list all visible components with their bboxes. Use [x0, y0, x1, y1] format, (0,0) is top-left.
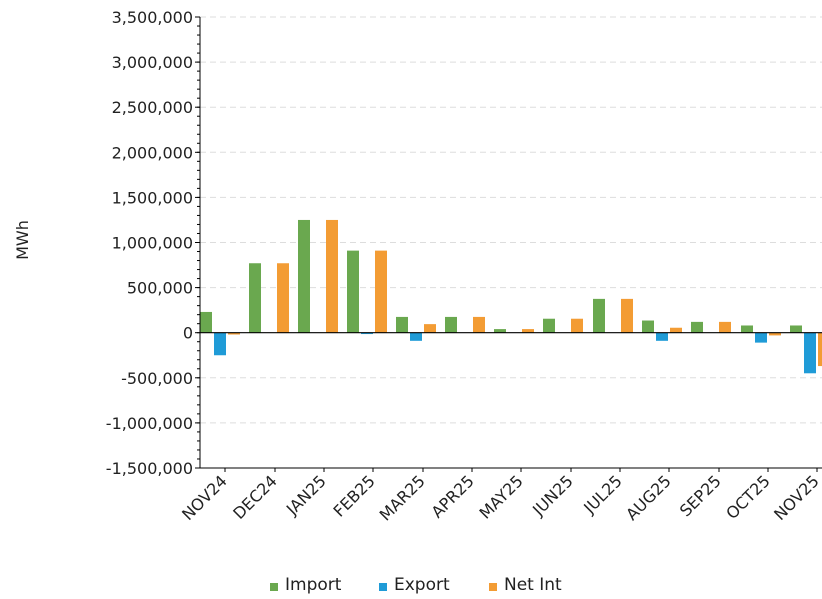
legend-swatch-export	[379, 583, 387, 591]
bar-export	[361, 332, 373, 335]
legend-swatch-net-int	[489, 583, 497, 591]
bar-import	[347, 250, 359, 333]
bar-export	[755, 332, 767, 343]
legend-label: Export	[394, 575, 450, 595]
bar-import	[445, 316, 457, 333]
bar-import	[494, 329, 506, 333]
bar-net-int	[473, 316, 485, 333]
legend: Import Export Net Int	[270, 575, 562, 595]
y-tick-label: -500,000	[121, 369, 193, 388]
bar-net-int	[326, 219, 338, 333]
bar-import	[298, 219, 310, 333]
x-tick-label: JAN25	[282, 471, 330, 519]
y-tick-label: 3,500,000	[112, 8, 193, 27]
y-tick-label: -1,500,000	[106, 459, 193, 478]
bar-export	[214, 332, 226, 356]
x-tick-label: DEC24	[229, 471, 281, 523]
bar-export	[656, 332, 668, 341]
legend-swatch-import	[270, 583, 278, 591]
bar-net-int	[522, 329, 534, 333]
bar-net-int	[670, 327, 682, 333]
legend-label: Net Int	[504, 575, 562, 595]
bar-net-int	[375, 250, 387, 333]
x-tick-label: MAR25	[376, 471, 429, 524]
bars	[200, 219, 822, 374]
bar-net-int	[228, 332, 240, 335]
bar-net-int	[818, 332, 822, 367]
bar-net-int	[424, 324, 436, 333]
axis-labels: 3,500,000 3,000,000 2,500,000 2,000,000 1,50…	[106, 8, 822, 525]
x-tick-label: SEP25	[676, 471, 725, 520]
x-tick-label: JUL25	[579, 471, 625, 517]
x-tick-label: APR25	[428, 471, 478, 521]
y-tick-label: 2,500,000	[112, 98, 193, 117]
bar-net-int	[769, 332, 781, 336]
bar-import	[200, 311, 212, 333]
bar-net-int	[571, 318, 583, 333]
y-tick-label: 500,000	[127, 279, 193, 298]
bar-import	[642, 320, 654, 333]
y-tick-label: 1,500,000	[112, 188, 193, 207]
x-tick-label: NOV25	[770, 471, 822, 524]
bar-import	[396, 316, 408, 333]
y-tick-label: 1,000,000	[112, 234, 193, 253]
bar-import	[249, 263, 261, 333]
x-tick-label: FEB25	[330, 471, 379, 520]
bar-export	[804, 332, 816, 374]
bar-net-int	[277, 263, 289, 333]
bar-import	[593, 298, 605, 333]
x-tick-label: NOV24	[178, 471, 231, 524]
bar-import	[543, 318, 555, 333]
bar-import	[741, 325, 753, 333]
y-tick-label: -1,000,000	[106, 414, 193, 433]
x-tick-label: AUG25	[622, 471, 675, 524]
y-tick-label: 2,000,000	[112, 143, 193, 162]
bar-net-int	[719, 321, 731, 333]
bar-net-int	[621, 298, 633, 333]
x-tick-label: JUN25	[528, 471, 577, 520]
x-tick-label: OCT25	[722, 471, 774, 523]
bar-import	[790, 325, 802, 333]
y-axis-title: MWh	[13, 220, 32, 260]
y-tick-label: 3,000,000	[112, 53, 193, 72]
axes	[195, 16, 822, 472]
grid-lines	[200, 16, 822, 424]
bar-import	[691, 321, 703, 333]
y-tick-label: 0	[183, 324, 193, 343]
bar-export	[410, 332, 422, 341]
legend-label: Import	[285, 575, 342, 595]
x-tick-label: MAY25	[475, 471, 526, 522]
